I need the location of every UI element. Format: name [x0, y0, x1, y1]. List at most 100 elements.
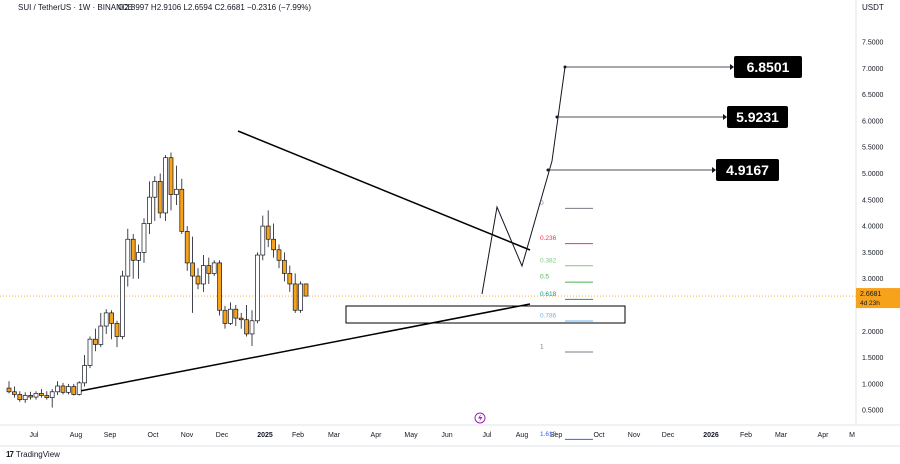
candle-body[interactable] — [292, 283, 298, 311]
target-dot — [555, 115, 559, 119]
candle-body[interactable] — [260, 225, 266, 256]
y-tick-label: 3.5000 — [862, 250, 884, 257]
candle-body[interactable] — [152, 181, 158, 198]
candle-body[interactable] — [168, 157, 174, 195]
y-tick-label: 2.0000 — [862, 329, 884, 336]
candle-body[interactable] — [249, 320, 255, 335]
lower-trendline[interactable] — [79, 303, 531, 392]
candle-body[interactable] — [233, 308, 239, 319]
symbol-title[interactable]: SUI / TetherUS · 1W · BINANCE — [18, 3, 133, 12]
candle-body[interactable] — [244, 319, 249, 335]
fib-level-label: 0.382 — [540, 257, 557, 264]
x-tick-label: Jul — [30, 432, 39, 439]
current-price-value: 2.6681 — [860, 291, 882, 298]
target-box[interactable] — [727, 106, 788, 128]
projection-path[interactable] — [481, 66, 566, 295]
x-tick-label: Mar — [775, 432, 788, 439]
candle-body[interactable] — [228, 308, 233, 324]
candle-body[interactable] — [49, 391, 55, 398]
candle-body[interactable] — [287, 273, 293, 285]
fib-level-label: 0.236 — [540, 235, 557, 242]
candle-body[interactable] — [44, 395, 50, 398]
target-dot — [546, 168, 550, 172]
candle-body[interactable] — [87, 338, 93, 366]
tradingview-logo[interactable]: 17 TradingView — [6, 450, 60, 459]
x-tick-label: Jun — [441, 432, 452, 439]
candle-body[interactable] — [211, 262, 217, 274]
y-tick-label: 7.5000 — [862, 40, 884, 47]
candle-body[interactable] — [282, 259, 287, 274]
candle-body[interactable] — [298, 283, 303, 311]
candle-body[interactable] — [238, 317, 244, 321]
candle-body[interactable] — [17, 394, 23, 401]
lightning-icon[interactable] — [474, 412, 486, 424]
candle-body[interactable] — [179, 188, 185, 232]
candle-body[interactable] — [76, 382, 82, 395]
candle-body[interactable] — [303, 283, 309, 297]
target-box[interactable] — [734, 56, 802, 78]
candle-body[interactable] — [33, 393, 39, 398]
x-tick-label: M — [849, 432, 855, 439]
candle-body[interactable] — [157, 181, 163, 214]
y-tick-label: 4.0000 — [862, 224, 884, 231]
candle-body[interactable] — [163, 157, 168, 214]
currency-label[interactable]: USDT — [862, 3, 884, 12]
candle-body[interactable] — [120, 275, 125, 337]
candle-body[interactable] — [195, 275, 201, 285]
x-tick-label: Sep — [104, 432, 117, 439]
candle-body[interactable] — [184, 231, 190, 264]
candle-body[interactable] — [39, 393, 44, 396]
x-tick-label: Jul — [483, 432, 492, 439]
x-tick-label: Dec — [662, 432, 675, 439]
candle-body[interactable] — [206, 265, 212, 274]
y-tick-label: 4.5000 — [862, 197, 884, 204]
footer: 17 TradingView — [0, 446, 900, 464]
fib-level-label: 0 — [540, 200, 544, 207]
candle-body[interactable] — [141, 223, 147, 253]
candle-body[interactable] — [271, 238, 276, 251]
candle-body[interactable] — [265, 225, 271, 240]
fib-level-label: 1 — [540, 344, 544, 351]
candle-body[interactable] — [12, 391, 17, 395]
candle-body[interactable] — [98, 325, 104, 345]
candle-body[interactable] — [114, 323, 120, 337]
candle-body[interactable] — [174, 188, 179, 195]
candle-body[interactable] — [147, 196, 152, 224]
lightning-bolt-icon — [478, 414, 483, 422]
candle-body[interactable] — [93, 338, 98, 345]
y-tick-label: 7.0000 — [862, 66, 884, 73]
candle-body[interactable] — [109, 312, 114, 324]
candle-body[interactable] — [28, 395, 33, 398]
candle-body[interactable] — [222, 309, 228, 324]
candle-body[interactable] — [60, 385, 66, 393]
x-tick-label: May — [404, 432, 418, 439]
y-tick-label: 5.0000 — [862, 171, 884, 178]
x-tick-label: Dec — [216, 432, 229, 439]
candle-body[interactable] — [190, 262, 195, 277]
candle-body[interactable] — [276, 249, 282, 261]
candle-body[interactable] — [71, 386, 77, 395]
candle-body[interactable] — [55, 385, 60, 393]
upper-trendline[interactable] — [237, 130, 531, 251]
candle-body[interactable] — [103, 312, 109, 327]
current-price-tag[interactable] — [856, 288, 900, 309]
support-box[interactable] — [345, 305, 626, 324]
x-tick-label: Apr — [818, 432, 830, 439]
candle-body[interactable] — [255, 254, 260, 322]
y-tick-label: 3.0000 — [862, 276, 884, 283]
candle-body[interactable] — [217, 262, 222, 311]
candle-body[interactable] — [82, 365, 87, 384]
candle-body[interactable] — [6, 387, 12, 393]
target-box[interactable] — [716, 159, 779, 181]
candle-body[interactable] — [136, 252, 141, 261]
candle-body[interactable] — [66, 386, 71, 393]
candle-body[interactable] — [125, 238, 131, 277]
candle-body[interactable] — [22, 395, 28, 401]
x-tick-label: Feb — [292, 432, 304, 439]
target-label: 5.9231 — [736, 109, 779, 125]
chart-header: SUI / TetherUS · 1W · BINANCE O2.8997 H2… — [0, 0, 884, 16]
candle-body[interactable] — [201, 265, 206, 285]
candle-body[interactable] — [130, 238, 136, 261]
x-tick-label: Nov — [628, 432, 641, 439]
